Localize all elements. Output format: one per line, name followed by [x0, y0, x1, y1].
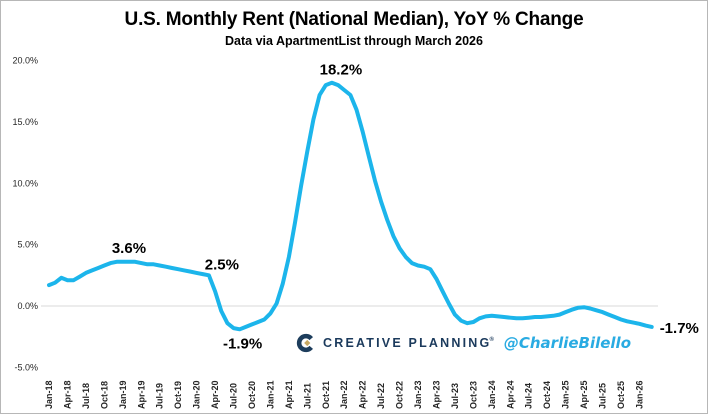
x-axis-tick-label: Apr-25 — [579, 380, 589, 409]
creative-planning-logo-icon — [296, 333, 316, 353]
data-callout-label: -1.7% — [660, 320, 699, 337]
registered-trademark-icon: ® — [489, 336, 494, 343]
x-axis-tick-label: Apr-19 — [136, 380, 146, 409]
x-axis-tick-label: Oct-21 — [321, 381, 331, 409]
chart-subtitle: Data via ApartmentList through March 202… — [225, 34, 483, 48]
x-axis-tick-label: Jan-21 — [265, 380, 275, 409]
x-axis-tick-label: Apr-21 — [284, 380, 294, 409]
y-axis-tick-label: -5.0% — [14, 362, 38, 372]
x-axis-tick-label: Jul-18 — [81, 383, 91, 409]
x-axis-tick-label: Jul-21 — [302, 383, 312, 409]
x-axis-tick-label: Oct-22 — [395, 381, 405, 409]
x-axis-tick-label: Oct-18 — [99, 381, 109, 409]
x-axis-tick-label: Jul-19 — [155, 383, 165, 409]
x-axis-tick-label: Jan-19 — [118, 380, 128, 409]
y-axis-tick-label: 10.0% — [12, 178, 38, 188]
x-axis-tick-label: Oct-19 — [173, 381, 183, 409]
x-axis-tick-label: Apr-20 — [210, 380, 220, 409]
x-axis-tick-label: Jul-22 — [376, 383, 386, 409]
watermark-brand-text: CREATIVE PLANNING — [323, 336, 492, 350]
x-axis-tick-label: Jul-23 — [450, 383, 460, 409]
chart-title: U.S. Monthly Rent (National Median), YoY… — [124, 9, 584, 30]
x-axis-tick-label: Jan-23 — [413, 380, 423, 409]
x-axis-tick-label: Jul-20 — [229, 383, 239, 409]
y-axis-tick-label: 0.0% — [17, 301, 38, 311]
x-axis-tick-label: Jan-25 — [561, 380, 571, 409]
x-axis-tick-label: Apr-22 — [358, 380, 368, 409]
x-axis-tick-label: Jan-20 — [192, 380, 202, 409]
y-axis-tick-label: 20.0% — [12, 56, 38, 66]
y-axis-tick-label: 15.0% — [12, 117, 38, 127]
x-axis-tick-label: Jan-18 — [44, 380, 54, 409]
watermark: CREATIVE PLANNING® @CharlieBilello — [296, 333, 631, 353]
x-axis-tick-label: Oct-24 — [542, 381, 552, 409]
x-axis-tick-label: Oct-25 — [616, 381, 626, 409]
data-callout-label: 3.6% — [112, 240, 146, 257]
data-callout-label: -1.9% — [223, 335, 262, 352]
x-axis-tick-label: Apr-18 — [62, 380, 72, 409]
x-axis-tick-label: Jul-24 — [524, 383, 534, 409]
x-axis-tick-label: Jan-22 — [339, 380, 349, 409]
x-axis-tick-label: Apr-24 — [505, 380, 515, 409]
watermark-brand: CREATIVE PLANNING® — [323, 334, 494, 352]
x-axis-tick-label: Jan-24 — [487, 380, 497, 409]
data-callout-label: 18.2% — [320, 62, 363, 79]
x-axis-tick-label: Oct-20 — [247, 381, 257, 409]
x-axis-tick-label: Jul-25 — [598, 383, 608, 409]
y-axis-tick-label: 5.0% — [17, 240, 38, 250]
data-callout-label: 2.5% — [205, 256, 239, 273]
x-axis-tick-label: Apr-23 — [431, 380, 441, 409]
x-axis-tick-label: Oct-23 — [468, 381, 478, 409]
rent-yoy-line — [47, 80, 654, 332]
x-axis-tick-label: Jan-26 — [634, 380, 644, 409]
watermark-author-handle: @CharlieBilello — [503, 334, 632, 352]
